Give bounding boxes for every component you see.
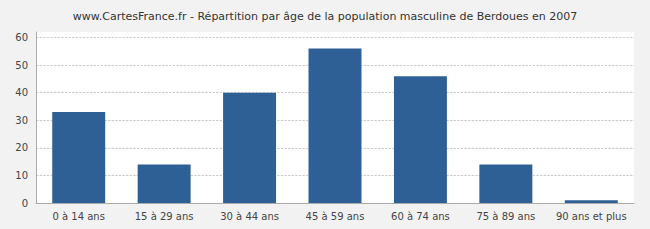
svg-text:40: 40 bbox=[15, 87, 28, 98]
svg-text:30 à 44 ans: 30 à 44 ans bbox=[220, 211, 279, 222]
svg-text:50: 50 bbox=[15, 60, 28, 71]
svg-text:15 à 29 ans: 15 à 29 ans bbox=[135, 211, 194, 222]
svg-text:60 à 74 ans: 60 à 74 ans bbox=[391, 211, 450, 222]
svg-text:www.CartesFrance.fr - Répartit: www.CartesFrance.fr - Répartition par âg… bbox=[73, 10, 577, 23]
svg-text:30: 30 bbox=[15, 115, 28, 126]
svg-text:20: 20 bbox=[15, 142, 28, 153]
svg-text:10: 10 bbox=[15, 170, 28, 181]
svg-text:0: 0 bbox=[22, 198, 28, 209]
svg-text:45 à 59 ans: 45 à 59 ans bbox=[306, 211, 365, 222]
svg-text:90 ans et plus: 90 ans et plus bbox=[556, 211, 627, 222]
svg-text:75 à 89 ans: 75 à 89 ans bbox=[476, 211, 535, 222]
svg-text:60: 60 bbox=[15, 32, 28, 43]
svg-text:0 à 14 ans: 0 à 14 ans bbox=[52, 211, 104, 222]
